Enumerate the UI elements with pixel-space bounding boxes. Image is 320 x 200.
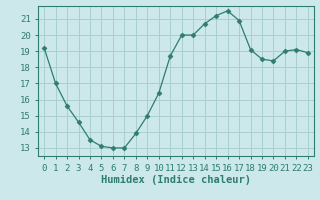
X-axis label: Humidex (Indice chaleur): Humidex (Indice chaleur) [101,175,251,185]
